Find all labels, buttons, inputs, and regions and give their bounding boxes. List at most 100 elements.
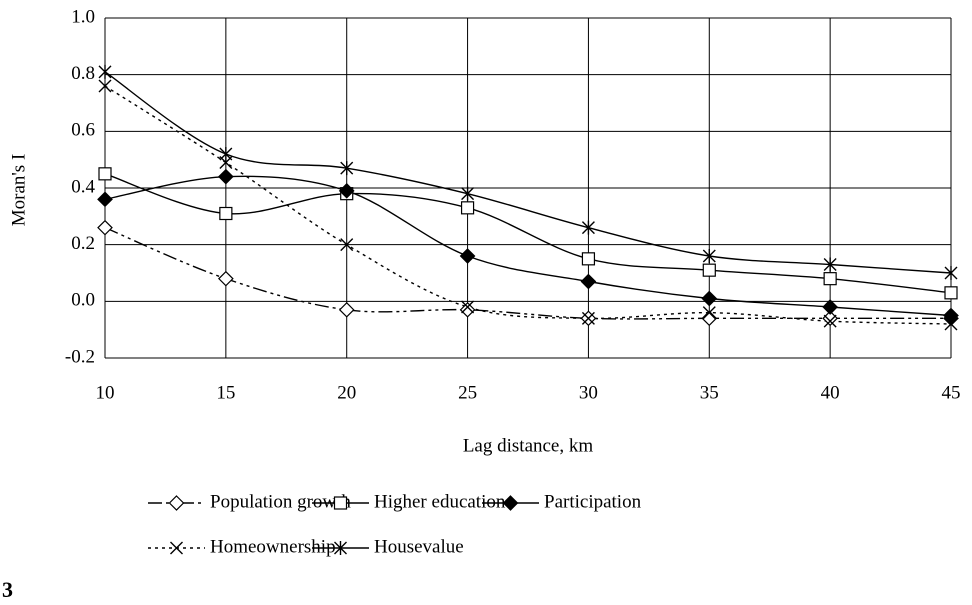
marker-part (823, 272, 837, 286)
marker (340, 161, 354, 176)
marker-part (340, 161, 354, 176)
y-tick-label: 0.4 (71, 176, 95, 197)
legend-label: Higher education (374, 491, 506, 512)
marker (823, 257, 837, 272)
marker (581, 311, 595, 325)
marker (219, 147, 233, 161)
marker-part (97, 191, 113, 208)
series-line (104, 175, 952, 317)
x-tick-label: 25 (458, 382, 477, 403)
marker (702, 263, 716, 277)
marker (823, 272, 837, 286)
series-line (104, 173, 952, 294)
marker (943, 307, 959, 324)
x-tick-label: 45 (942, 382, 961, 403)
marker-part (944, 317, 958, 331)
marker-part (98, 64, 112, 79)
marker-part (170, 541, 183, 555)
marker-part (97, 219, 113, 236)
marker-part (333, 496, 348, 510)
x-tick-label: 40 (821, 382, 840, 403)
marker-part (581, 252, 596, 266)
marker (218, 168, 234, 185)
y-tick-label: 0.2 (71, 233, 95, 254)
x-tick-label: 15 (216, 382, 235, 403)
marker (98, 64, 112, 79)
marker (459, 301, 476, 318)
marker (702, 249, 716, 263)
marker (97, 219, 113, 236)
x-axis-title: Lag distance, km (463, 435, 594, 456)
marker (97, 191, 113, 208)
marker (218, 270, 234, 287)
marker-part (822, 299, 838, 315)
series-line (104, 227, 951, 320)
marker-part (702, 263, 716, 277)
marker-part (334, 541, 347, 555)
marker (822, 299, 838, 315)
marker-part (98, 79, 112, 93)
marker (944, 286, 958, 300)
marker-part (702, 306, 716, 320)
marker-part (944, 286, 958, 300)
y-tick-label: 0.6 (71, 120, 95, 141)
marker (461, 300, 475, 314)
marker-part (340, 238, 354, 252)
marker (340, 238, 354, 252)
marker-part (823, 314, 837, 328)
marker (701, 290, 718, 307)
marker-part (219, 147, 233, 161)
panel-label: 3 (2, 577, 13, 602)
marker (98, 167, 112, 181)
marker-part (218, 168, 234, 185)
marker (334, 541, 347, 555)
marker (338, 301, 355, 318)
x-tick-label: 10 (96, 382, 115, 403)
marker-part (701, 310, 718, 327)
series-line (104, 85, 952, 325)
x-tick-label: 30 (579, 382, 598, 403)
marker-part (702, 249, 716, 263)
marker (333, 496, 348, 510)
y-tick-label: -0.2 (65, 346, 95, 367)
marker-part (168, 495, 185, 511)
marker-part (461, 300, 475, 314)
y-tick-label: 0.8 (71, 63, 95, 84)
x-tick-label: 20 (337, 382, 356, 403)
marker-part (580, 273, 597, 290)
marker (168, 495, 185, 511)
marker (701, 310, 718, 327)
marker (702, 306, 716, 320)
y-tick-label: 1.0 (71, 6, 95, 27)
legend-label: Housevalue (374, 536, 464, 557)
marker (944, 317, 958, 331)
marker (219, 206, 233, 221)
x-tick-label: 35 (700, 382, 719, 403)
marker (459, 248, 476, 264)
marker-part (459, 301, 476, 318)
legend-label: Participation (544, 491, 642, 512)
marker (461, 186, 475, 201)
marker (580, 273, 597, 290)
marker-part (218, 270, 234, 287)
marker (170, 541, 183, 555)
marker-part (461, 186, 475, 201)
legend-label: Homeownership (210, 536, 336, 557)
marker-part (581, 311, 595, 325)
y-axis-title: Moran's I (8, 154, 29, 227)
marker-part (219, 206, 233, 221)
marker (944, 266, 958, 280)
marker-part (338, 182, 355, 199)
series-line (104, 71, 952, 274)
marker (581, 252, 596, 266)
marker-part (98, 167, 112, 181)
marker (581, 220, 595, 235)
marker (502, 495, 519, 511)
marker (98, 79, 112, 93)
marker-part (944, 266, 958, 280)
marker-part (701, 290, 718, 307)
marker-part (502, 495, 519, 511)
marker-part (823, 257, 837, 272)
